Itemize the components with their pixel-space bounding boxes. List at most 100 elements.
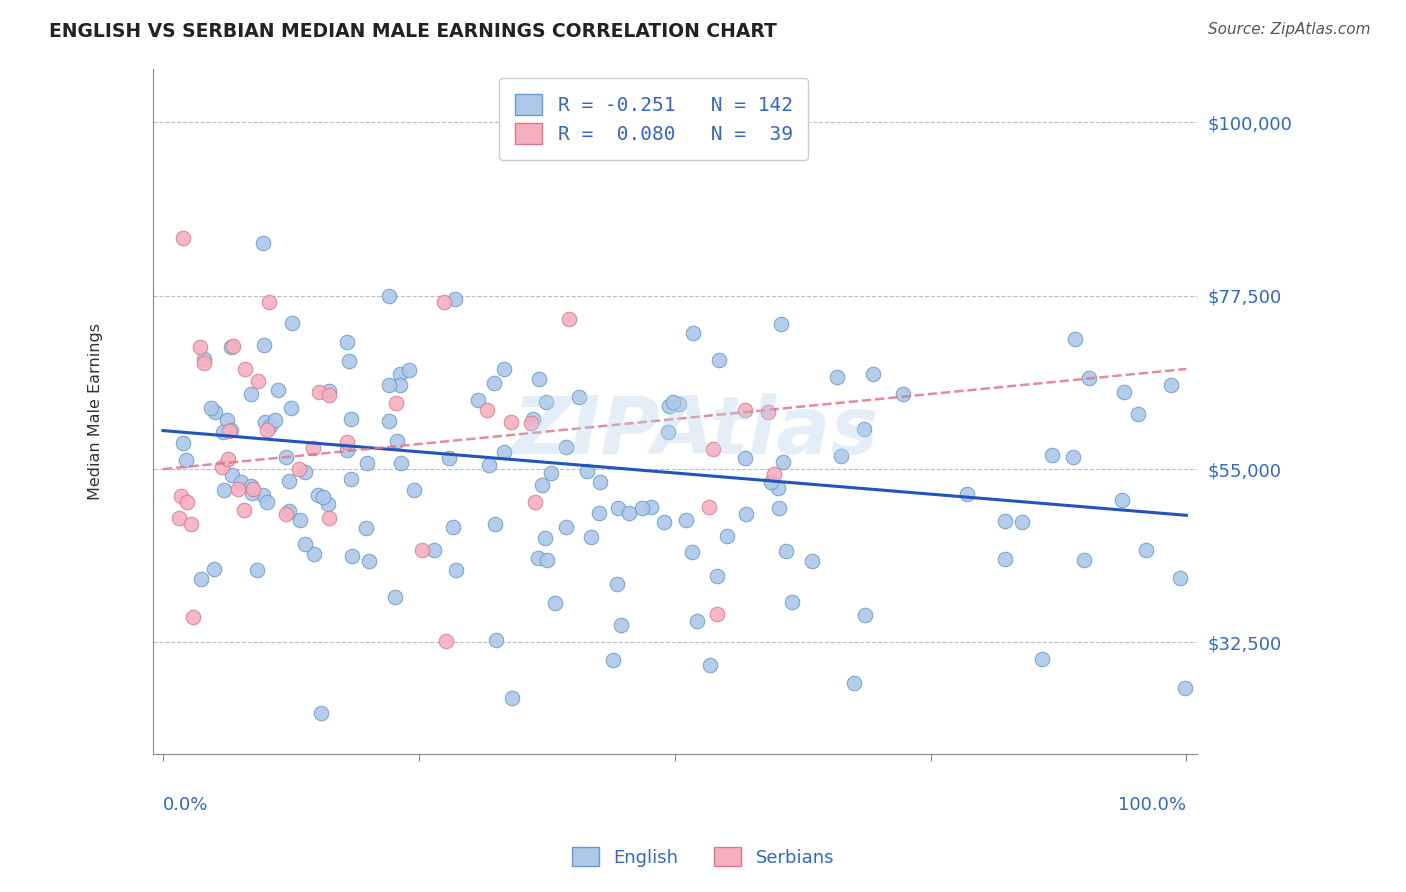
Point [181,610,204,624]
Point [681,545,703,559]
Point [536,552,558,566]
Point [246,563,269,577]
Point [853,422,876,436]
Point [555,520,578,534]
Point [218,424,240,438]
Point [252,236,274,251]
Point [575,464,598,478]
Point [668,397,690,411]
Point [658,399,681,413]
Point [242,482,264,496]
Point [768,501,790,516]
Point [1111,493,1133,508]
Point [294,537,316,551]
Point [956,487,979,501]
Point [735,507,758,521]
Point [1126,407,1149,421]
Point [253,338,276,352]
Point [853,608,876,623]
Point [606,577,628,591]
Text: ENGLISH VS SERBIAN MEDIAN MALE EARNINGS CORRELATION CHART: ENGLISH VS SERBIAN MEDIAN MALE EARNINGS … [49,22,778,41]
Point [229,475,252,489]
Point [842,675,865,690]
Point [467,392,489,407]
Point [686,614,709,628]
Point [274,507,297,521]
Point [217,452,239,467]
Point [540,466,562,480]
Point [772,454,794,468]
Point [302,441,325,455]
Point [682,326,704,340]
Point [1031,651,1053,665]
Point [830,449,852,463]
Point [281,316,304,330]
Point [1011,515,1033,529]
Point [524,494,547,508]
Point [170,489,193,503]
Point [377,289,399,303]
Point [288,514,311,528]
Point [734,402,756,417]
Point [221,423,243,437]
Point [288,462,311,476]
Point [259,418,281,433]
Point [176,495,198,509]
Point [494,444,516,458]
Point [602,653,624,667]
Point [377,378,399,392]
Point [1114,385,1136,400]
Point [389,378,412,392]
Point [308,384,330,399]
Text: 0.0%: 0.0% [163,797,208,814]
Point [256,423,278,437]
Point [318,384,340,399]
Point [402,483,425,497]
Point [1073,553,1095,567]
Point [527,551,550,566]
Point [398,363,420,377]
Point [263,413,285,427]
Point [519,416,541,430]
Point [202,562,225,576]
Point [482,376,505,391]
Text: Median Male Earnings: Median Male Earnings [87,323,103,500]
Point [340,412,363,426]
Point [219,340,242,354]
Point [190,572,212,586]
Point [444,562,467,576]
Point [478,458,501,473]
Point [342,549,364,563]
Point [530,477,553,491]
Point [172,435,194,450]
Point [336,334,359,349]
Point [222,339,245,353]
Point [780,595,803,609]
Point [1160,377,1182,392]
Point [588,506,610,520]
Point [239,386,262,401]
Point [558,312,581,326]
Point [240,479,263,493]
Point [699,657,721,672]
Point [433,294,456,309]
Point [267,383,290,397]
Point [246,374,269,388]
Point [494,361,516,376]
Point [174,452,197,467]
Point [716,529,738,543]
Point [200,401,222,416]
Point [423,543,446,558]
Point [302,547,325,561]
Point [233,362,256,376]
Point [389,456,412,470]
Point [631,500,654,515]
Text: Source: ZipAtlas.com: Source: ZipAtlas.com [1208,22,1371,37]
Point [356,456,378,470]
Point [662,395,685,409]
Point [534,394,557,409]
Point [318,511,340,525]
Point [388,367,411,381]
Point [309,706,332,721]
Point [307,488,329,502]
